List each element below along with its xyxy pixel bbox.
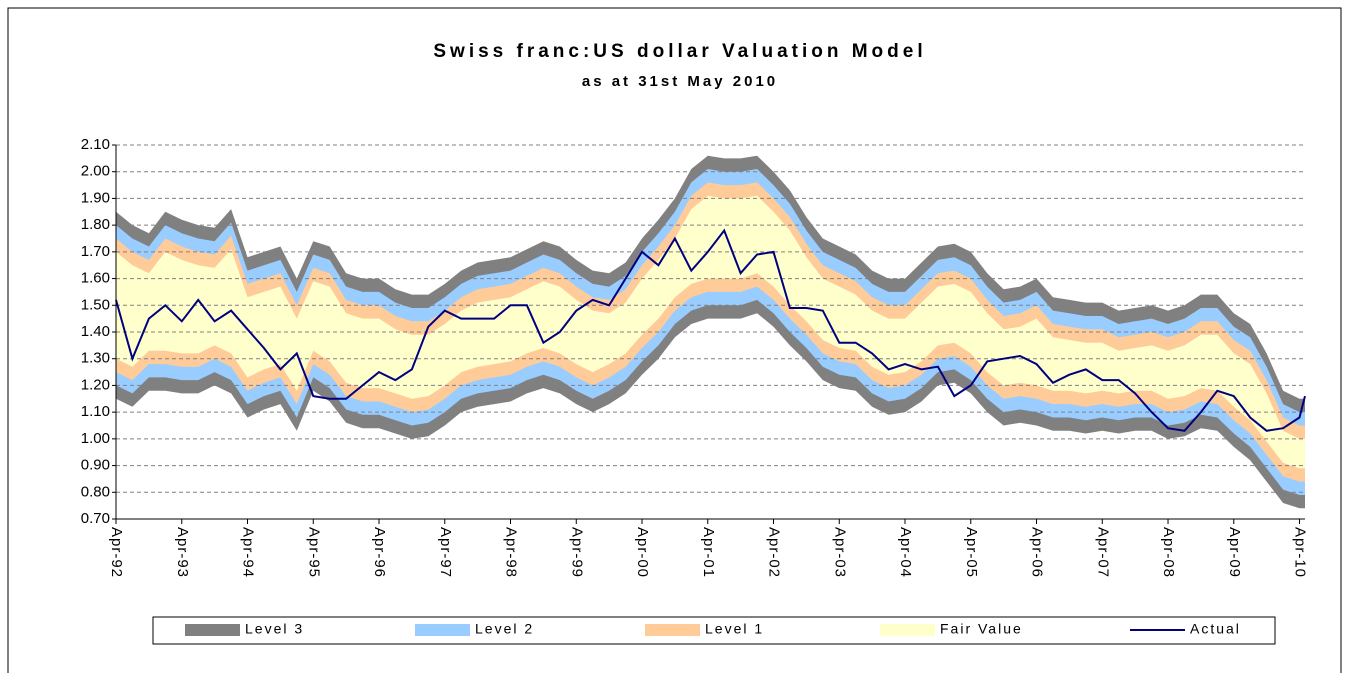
y-tick-label: 1.70	[81, 243, 110, 260]
legend-entries: Level 3 Level 2 Level 1 Fair Value Actual	[185, 621, 1241, 637]
band-area	[116, 169, 1305, 495]
y-tick-label: 1.50	[81, 296, 110, 313]
y-tick-label: 1.80	[81, 216, 110, 233]
y-tick-label: 0.80	[81, 483, 110, 500]
legend-label: Level 3	[245, 621, 304, 637]
y-tick-label: 1.10	[81, 403, 110, 420]
chart-title: Swiss franc:US dollar Valuation Model	[433, 41, 926, 62]
legend-swatch	[645, 624, 700, 636]
frame	[7, 7, 1342, 673]
plot-area	[115, 144, 1306, 520]
x-tick-label: Apr-02	[766, 527, 783, 578]
band-area	[116, 182, 1305, 482]
fair-value-area	[116, 195, 1305, 469]
x-tick-label: Apr-09	[1226, 527, 1243, 578]
legend-swatch	[185, 624, 240, 636]
legend-label: Fair Value	[940, 621, 1023, 637]
legend-label: Actual	[1190, 621, 1241, 637]
legend-swatch	[880, 624, 935, 636]
x-tick-label: Apr-06	[1029, 527, 1046, 578]
axes: 0.70 0.80 0.90 1.00 1.10 1.20 1.30 1.40 1.50 1.60…	[81, 136, 1309, 578]
x-tick-label: Apr-99	[568, 527, 585, 578]
x-tick-label: Apr-04	[897, 527, 914, 578]
x-tick-label: Apr-93	[174, 527, 191, 578]
y-tick-label: 2.10	[81, 136, 110, 153]
y-tick-label: 1.00	[81, 430, 110, 447]
x-tick-label: Apr-95	[305, 527, 322, 578]
y-tick-label: 1.60	[81, 270, 110, 287]
x-tick-label: Apr-01	[700, 527, 717, 578]
x-tick-label: Apr-05	[963, 527, 980, 578]
x-tick-label: Apr-07	[1094, 527, 1111, 578]
x-tick-label: Apr-00	[634, 527, 651, 578]
chart-subtitle: as at 31st May 2010	[582, 73, 778, 90]
y-tick-label: 2.00	[81, 163, 110, 180]
x-tick-label: Apr-98	[503, 527, 520, 578]
y-tick-label: 1.90	[81, 189, 110, 206]
x-tick-label: Apr-10	[1292, 527, 1309, 578]
y-tick-label: 0.90	[81, 457, 110, 474]
x-tick-label: Apr-96	[371, 527, 388, 578]
y-tick-label: 1.30	[81, 350, 110, 367]
legend-label: Level 1	[705, 621, 764, 637]
y-tick-label: 1.40	[81, 323, 110, 340]
x-tick-label: Apr-94	[240, 527, 257, 578]
legend	[152, 616, 1276, 645]
x-tick-label: Apr-97	[437, 527, 454, 578]
legend-label: Level 2	[475, 621, 534, 637]
y-tick-label: 1.20	[81, 376, 110, 393]
legend-swatch	[415, 624, 470, 636]
actual-line	[115, 228, 1306, 432]
x-tick-label: Apr-08	[1160, 527, 1177, 578]
x-tick-label: Apr-92	[108, 527, 125, 578]
y-tick-label: 0.70	[81, 510, 110, 527]
x-tick-label: Apr-03	[831, 527, 848, 578]
